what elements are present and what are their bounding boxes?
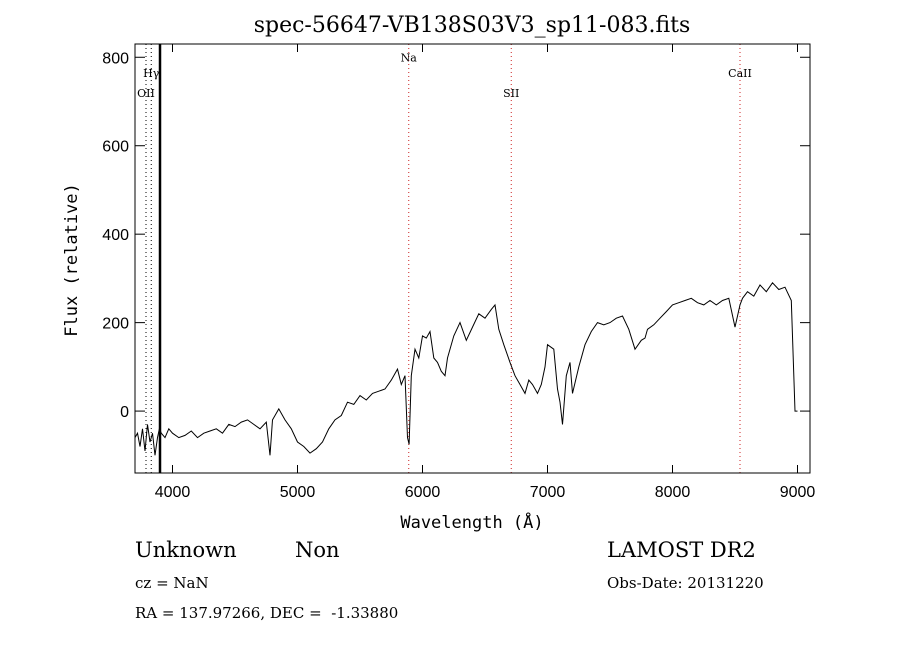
axis-ticks: 4000 5000 6000 7000 8000 9000 0 200 400 600 800 [102, 44, 815, 501]
x-tick-label: 5000 [280, 484, 316, 501]
x-tick-label: 4000 [155, 484, 191, 501]
annotation-sii: SII [503, 87, 519, 100]
annotation-caii: CaII [728, 67, 752, 80]
x-tick-label: 9000 [780, 484, 816, 501]
chart-title: spec-56647-VB138S03V3_sp11-083.fits [254, 13, 691, 38]
x-axis-label: Wavelength (Å) [400, 511, 543, 533]
y-tick-label: 600 [102, 139, 129, 156]
y-tick-label: 0 [120, 404, 129, 421]
series-layer [134, 282, 798, 456]
line-marks [145, 44, 741, 473]
y-tick-label: 400 [102, 227, 129, 244]
y-tick-label: 800 [102, 50, 129, 67]
class-label: Unknown [135, 538, 237, 562]
annotation-hγ: Hγ [143, 67, 160, 80]
spectrum-line [134, 282, 798, 456]
x-tick-label: 6000 [405, 484, 441, 501]
y-axis-label: Flux (relative) [62, 183, 82, 337]
annotation-oii: OII [137, 87, 155, 100]
survey-label: LAMOST DR2 [607, 538, 756, 562]
subclass-label: Non [295, 538, 340, 562]
x-tick-label: 7000 [530, 484, 566, 501]
annotation-na: Na [401, 52, 418, 65]
x-tick-label: 8000 [655, 484, 691, 501]
plot-frame [134, 43, 811, 474]
obs-date-label: Obs-Date: 20131220 [607, 574, 764, 592]
coordinates-label: RA = 137.97266, DEC = -1.33880 [135, 604, 399, 622]
annotations: Hγ OII Na SII CaII [137, 52, 752, 100]
redshift-label: cz = NaN [135, 574, 209, 592]
y-tick-label: 200 [102, 316, 129, 333]
